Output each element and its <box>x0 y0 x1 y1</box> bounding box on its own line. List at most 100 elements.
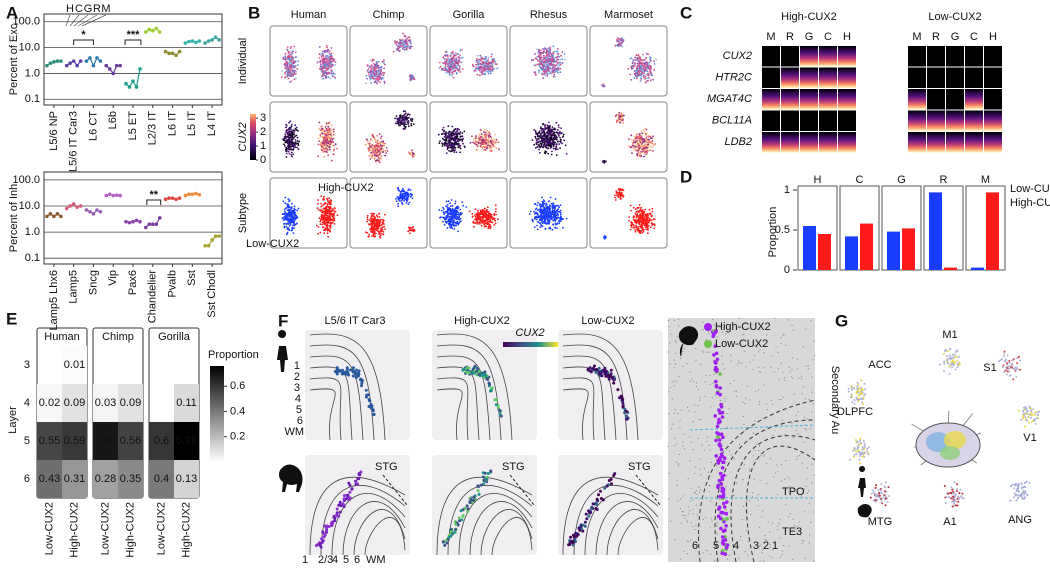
umap-cell-dot <box>411 120 413 122</box>
umap-cell-dot <box>379 161 381 163</box>
umap-cell-dot <box>450 209 452 211</box>
umap-cell-dot <box>544 132 546 134</box>
umap-cell-dot <box>294 79 296 81</box>
umap-cell-dot <box>336 148 338 150</box>
plot-frame <box>44 172 222 264</box>
umap-cell-dot <box>559 68 561 70</box>
umap-cell-dot <box>326 128 328 130</box>
umap-cell-dot <box>287 221 289 223</box>
species-point <box>174 54 178 58</box>
umap-cell-dot <box>320 203 322 205</box>
umap-cell-dot <box>328 229 330 231</box>
umap-cell-dot <box>324 59 326 61</box>
umap-cell-dot <box>294 205 296 207</box>
umap-cell-dot <box>634 65 636 67</box>
umap-cell-dot <box>649 61 651 63</box>
column-header: Chimp <box>373 9 405 21</box>
umap-cell-dot <box>561 59 563 61</box>
umap-cell-dot <box>410 46 412 48</box>
umap-cell-dot <box>553 51 555 53</box>
umap-cell-dot <box>373 149 375 151</box>
umap-cell-dot <box>553 53 555 55</box>
umap-cell-dot <box>376 81 378 83</box>
umap-cell-dot <box>317 233 319 235</box>
umap-cell-dot <box>492 60 494 62</box>
umap-cell-dot <box>494 144 496 146</box>
umap-cell-dot <box>456 130 458 132</box>
umap-cell-dot <box>367 219 369 221</box>
umap-cell-dot <box>459 65 461 67</box>
umap-cell-dot <box>482 147 484 149</box>
umap-cell-dot <box>292 153 294 155</box>
significance: ** <box>149 189 158 201</box>
umap-cell-dot <box>412 229 414 231</box>
umap-cell-dot <box>289 129 291 131</box>
umap-cell-dot <box>449 60 451 62</box>
umap-cell-dot <box>290 75 292 77</box>
umap-cell-dot <box>395 198 397 200</box>
umap-cell-dot <box>457 140 459 142</box>
species-point <box>154 27 158 31</box>
umap-cell-dot <box>479 55 481 57</box>
umap-cell-dot <box>288 209 290 211</box>
umap-cell-dot <box>491 53 493 55</box>
species-point <box>210 238 214 242</box>
umap-cell-dot <box>652 79 654 81</box>
umap-cell-dot <box>650 73 652 75</box>
umap-cell-dot <box>532 139 534 141</box>
umap-cell-dot <box>318 209 320 211</box>
umap-cell-dot <box>479 134 481 136</box>
umap-cell-dot <box>333 134 335 136</box>
umap-cell-dot <box>457 208 459 210</box>
umap-cell-dot <box>325 202 327 204</box>
species-point <box>131 220 135 224</box>
species-point <box>131 79 135 83</box>
umap-cell-dot <box>326 58 328 60</box>
umap-cell-dot <box>290 212 292 214</box>
umap-cell-dot <box>407 113 409 115</box>
umap-cell-dot <box>646 68 648 70</box>
umap-cell-dot <box>383 226 385 228</box>
umap-cell-dot <box>448 200 450 202</box>
umap-cell-dot <box>290 154 292 156</box>
umap-cell-dot <box>402 188 404 190</box>
umap-cell-dot <box>378 146 380 148</box>
umap-cell-dot <box>449 202 451 204</box>
umap-cell-dot <box>546 68 548 70</box>
umap-cell-dot <box>374 218 376 220</box>
umap-cell-dot <box>409 202 411 204</box>
species-point <box>128 221 132 225</box>
umap-cell-dot <box>488 135 490 137</box>
umap-cell-dot <box>285 124 287 126</box>
umap-cell-dot <box>413 153 415 155</box>
umap-cell-dot <box>640 131 642 133</box>
umap-cell-dot <box>330 78 332 80</box>
species-point <box>138 67 142 71</box>
umap-cell-dot <box>445 221 447 223</box>
umap-cell-dot <box>366 78 368 80</box>
umap-cell-dot <box>445 51 447 53</box>
umap-cell-dot <box>290 74 292 76</box>
umap-cell-dot <box>296 135 298 137</box>
umap-cell-dot <box>327 141 329 143</box>
umap-cell-dot <box>333 215 335 217</box>
species-point <box>79 59 83 63</box>
umap-cell-dot <box>379 148 381 150</box>
umap-cell-dot <box>477 74 479 76</box>
umap-cell-dot <box>283 213 285 215</box>
umap-cell-dot <box>326 206 328 208</box>
umap-cell <box>350 26 427 96</box>
umap-cell-dot <box>646 154 648 156</box>
umap-cell-dot <box>455 224 457 226</box>
umap-cell-dot <box>541 145 543 147</box>
umap-cell-dot <box>454 136 456 138</box>
umap-cell-dot <box>397 203 399 205</box>
umap-cell-dot <box>410 119 412 121</box>
umap-cell-dot <box>549 142 551 144</box>
umap-cell-dot <box>372 146 374 148</box>
umap-cell-dot <box>287 62 289 64</box>
species-point <box>135 219 139 223</box>
umap-cell-dot <box>376 223 378 225</box>
x-tick-label: L5/6 NP <box>48 111 60 151</box>
umap-cell-dot <box>295 128 297 130</box>
